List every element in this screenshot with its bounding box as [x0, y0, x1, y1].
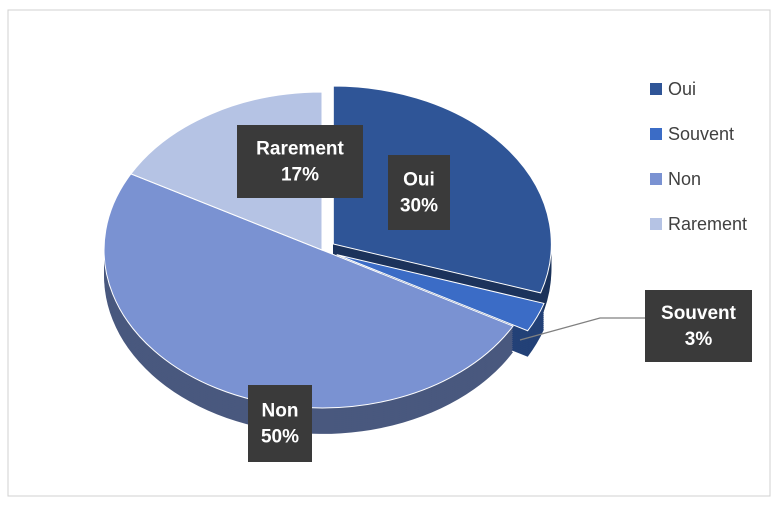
- data-label-value: 3%: [685, 329, 713, 350]
- data-label-box: [237, 125, 363, 198]
- legend-swatch: [650, 218, 662, 230]
- data-label-name: Rarement: [256, 139, 344, 160]
- legend-swatch: [650, 83, 662, 95]
- legend-label: Souvent: [668, 124, 734, 144]
- data-label-name: Non: [262, 401, 299, 422]
- legend: Oui Souvent Non Rarement: [650, 79, 747, 234]
- data-label-box: [645, 290, 752, 362]
- legend-label: Rarement: [668, 214, 747, 234]
- leader-line: [519, 317, 645, 341]
- data-label-box: [388, 155, 450, 230]
- data-label-name: Oui: [403, 170, 435, 191]
- slice: [103, 173, 514, 409]
- legend-swatch: [650, 128, 662, 140]
- slice: [336, 254, 545, 332]
- data-label-name: Souvent: [661, 303, 737, 324]
- data-label-value: 30%: [400, 196, 438, 217]
- data-label-box: [248, 385, 312, 462]
- legend-swatch: [650, 173, 662, 185]
- data-label-value: 17%: [281, 165, 319, 186]
- data-labels: Oui 30% Souvent 3% Non 50% Rarement 17%: [237, 125, 752, 462]
- data-label-value: 50%: [261, 427, 299, 448]
- legend-label: Oui: [668, 79, 696, 99]
- legend-label: Non: [668, 169, 701, 189]
